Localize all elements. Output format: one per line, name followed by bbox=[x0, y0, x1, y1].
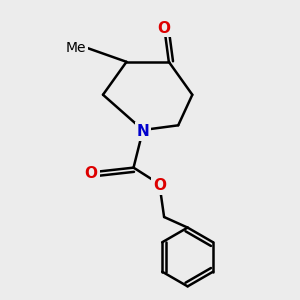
Text: Me: Me bbox=[66, 41, 86, 55]
Text: O: O bbox=[85, 166, 98, 181]
Text: O: O bbox=[158, 21, 171, 36]
Text: O: O bbox=[153, 178, 166, 193]
Text: N: N bbox=[136, 124, 149, 139]
